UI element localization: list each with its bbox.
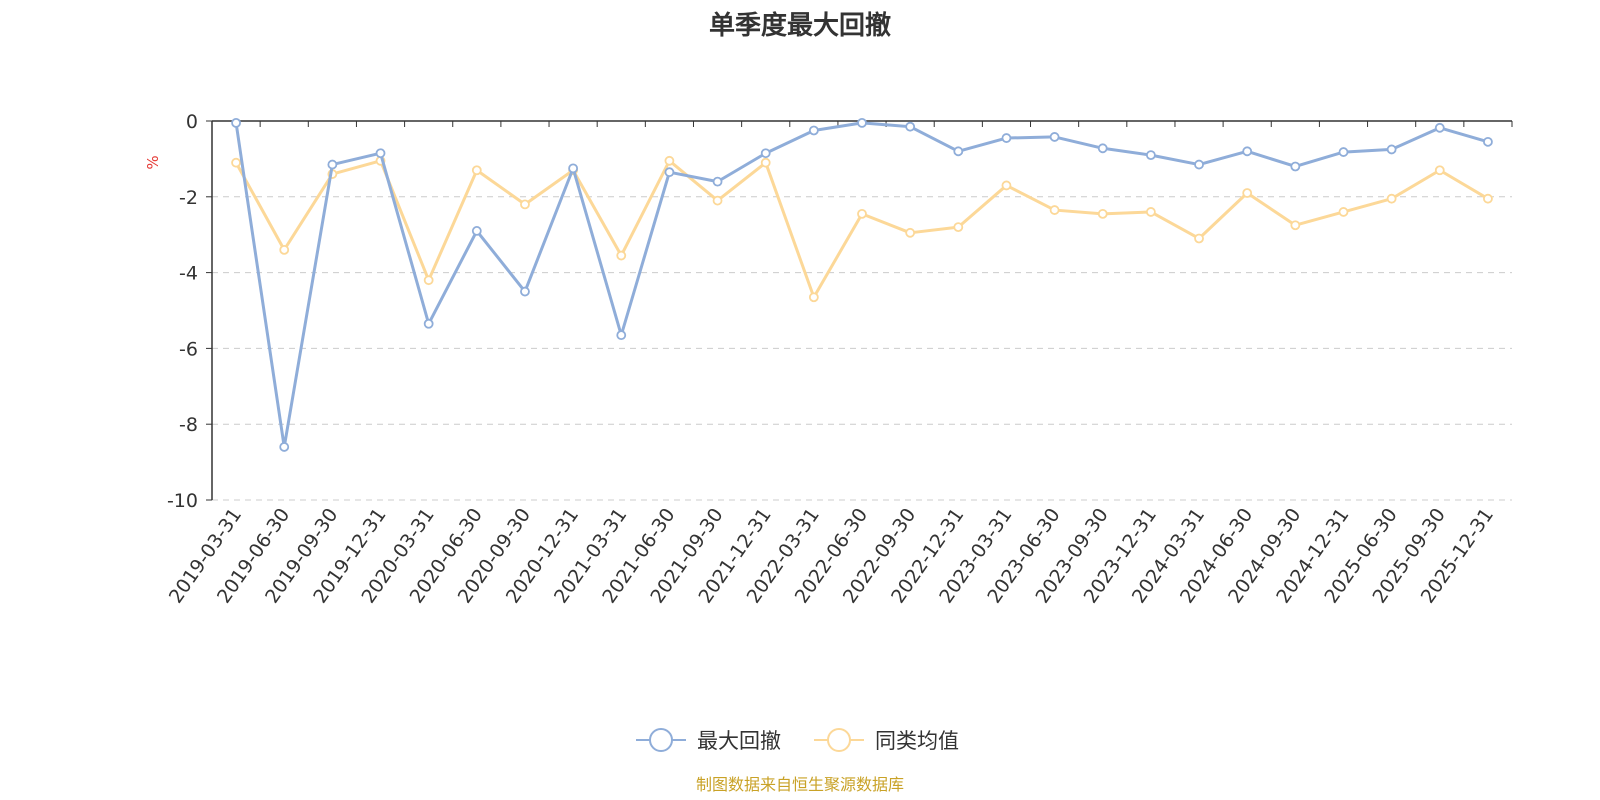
legend[interactable]: 最大回撤 同类均值 (636, 728, 959, 753)
y-tick-label: 0 (186, 111, 198, 133)
grid-lines (212, 196, 1512, 501)
data-point[interactable] (905, 121, 916, 132)
series-line (234, 159, 1489, 299)
data-point[interactable] (1386, 144, 1397, 155)
data-point[interactable] (1434, 122, 1445, 133)
data-point[interactable] (616, 250, 627, 261)
data-point[interactable] (808, 125, 819, 136)
data-point[interactable] (905, 227, 916, 238)
data-point[interactable] (1097, 143, 1108, 154)
data-point[interactable] (231, 157, 241, 168)
data-point[interactable] (231, 117, 241, 128)
chart-title: 单季度最大回撤 (709, 10, 891, 41)
data-point[interactable] (279, 244, 290, 255)
y-axis-unit-label: % (144, 155, 162, 169)
data-point[interactable] (760, 157, 771, 168)
data-point[interactable] (1386, 193, 1397, 204)
data-point[interactable] (1001, 133, 1012, 143)
data-point[interactable] (1434, 165, 1445, 176)
series-1 (231, 117, 1493, 452)
data-source-note: 制图数据来自恒生聚源数据库 (696, 775, 904, 794)
data-point[interactable] (1483, 193, 1493, 204)
data-point[interactable] (520, 286, 530, 297)
data-point[interactable] (423, 275, 434, 286)
legend-circle-icon (827, 728, 851, 752)
data-point[interactable] (857, 208, 867, 219)
y-tick-label: -8 (179, 414, 198, 436)
data-point[interactable] (664, 167, 675, 178)
axes: 0-2-4-6-8-102019-03-312019-06-302019-09-… (165, 111, 1513, 607)
data-point[interactable] (423, 318, 434, 329)
data-point[interactable] (808, 292, 819, 303)
data-point[interactable] (616, 330, 627, 341)
data-point[interactable] (1001, 180, 1012, 191)
data-point[interactable] (1194, 233, 1204, 244)
data-point[interactable] (520, 199, 530, 210)
data-point[interactable] (1049, 205, 1060, 215)
data-point[interactable] (953, 222, 964, 233)
y-tick-label: -6 (179, 338, 198, 360)
data-point[interactable] (1290, 161, 1301, 172)
data-point[interactable] (712, 195, 723, 206)
data-point[interactable] (857, 117, 867, 128)
data-point[interactable] (327, 159, 338, 170)
data-point[interactable] (712, 176, 723, 187)
data-point[interactable] (471, 226, 482, 236)
data-point[interactable] (568, 163, 579, 174)
data-point[interactable] (1290, 220, 1301, 231)
series-layer (231, 117, 1493, 452)
legend-label: 最大回撤 (697, 729, 781, 753)
data-point[interactable] (760, 148, 771, 159)
data-point[interactable] (1483, 136, 1493, 147)
data-point[interactable] (1049, 132, 1060, 142)
data-point[interactable] (1145, 150, 1156, 161)
data-point[interactable] (471, 165, 482, 176)
legend-item-1[interactable]: 最大回撤 (636, 728, 781, 753)
data-point[interactable] (1194, 159, 1204, 170)
series-2 (231, 155, 1493, 303)
data-point[interactable] (1097, 208, 1108, 219)
data-point[interactable] (1145, 207, 1156, 217)
data-point[interactable] (1242, 188, 1253, 198)
legend-label: 同类均值 (875, 729, 959, 753)
legend-circle-icon (649, 728, 673, 752)
data-point[interactable] (953, 146, 964, 157)
data-point[interactable] (375, 148, 386, 159)
data-point[interactable] (1242, 146, 1253, 157)
data-point[interactable] (1338, 147, 1349, 157)
series-line (234, 121, 1489, 449)
legend-item-2[interactable]: 同类均值 (814, 728, 959, 753)
data-point[interactable] (279, 442, 290, 452)
data-point[interactable] (664, 155, 675, 166)
y-tick-label: -10 (167, 490, 198, 512)
y-tick-label: -4 (179, 263, 198, 285)
data-point[interactable] (1338, 207, 1349, 217)
y-tick-label: -2 (179, 187, 198, 209)
